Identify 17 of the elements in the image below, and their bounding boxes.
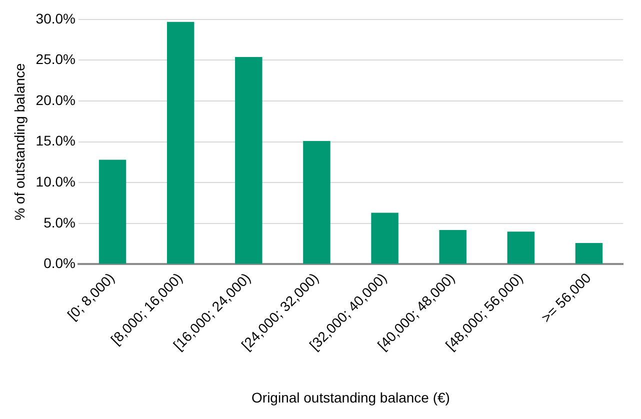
x-axis-title: Original outstanding balance (€) xyxy=(252,389,450,406)
y-tick-label: 20.0% xyxy=(36,92,76,108)
y-tick-label: 5.0% xyxy=(44,214,76,230)
y-tick-label: 15.0% xyxy=(36,132,76,149)
bar xyxy=(166,22,194,264)
y-tick-label: 25.0% xyxy=(36,51,76,68)
y-axis-title: % of outstanding balance xyxy=(11,62,28,220)
y-tick-label: 10.0% xyxy=(36,173,76,190)
bar xyxy=(439,230,466,264)
y-tick-label: 30.0% xyxy=(36,10,76,26)
bar xyxy=(371,212,398,264)
bar xyxy=(98,160,126,264)
bar xyxy=(575,243,603,264)
bar xyxy=(303,140,330,264)
bar xyxy=(507,232,535,264)
bar xyxy=(235,56,262,264)
y-tick-label: 0.0% xyxy=(44,255,76,272)
